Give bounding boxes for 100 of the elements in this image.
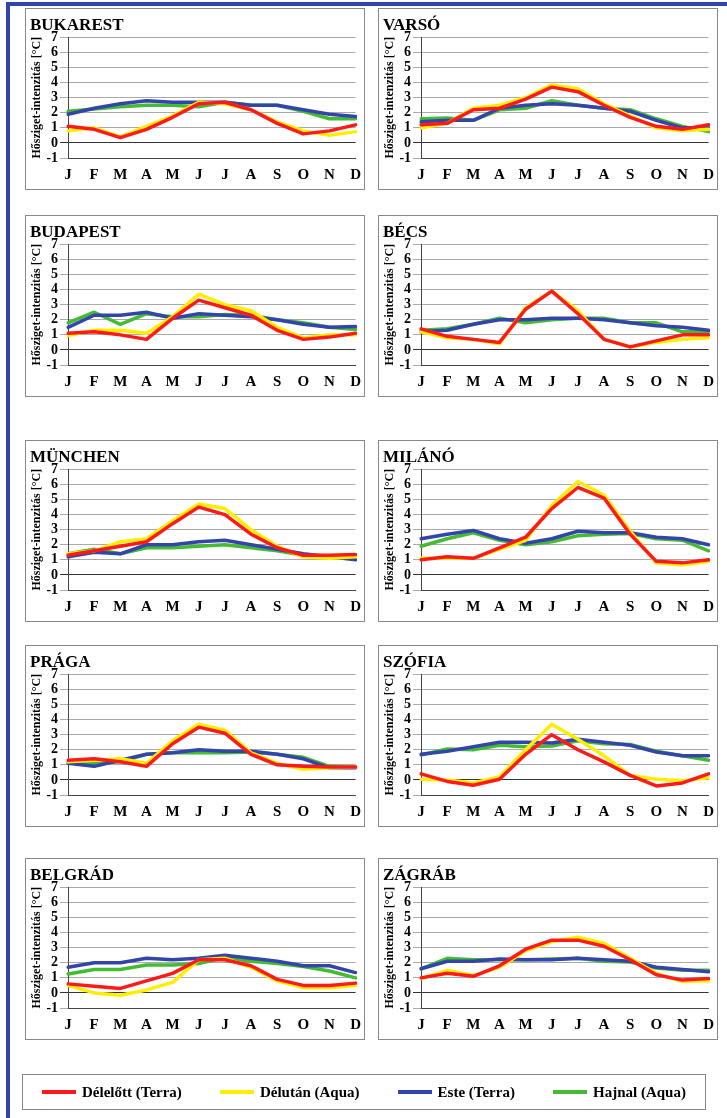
y-tick-label: 0 (404, 134, 412, 150)
y-tick-label: 4 (404, 711, 412, 727)
y-tick-label: 4 (404, 506, 412, 522)
y-tick-label: 6 (51, 251, 59, 267)
y-tick-label: 0 (404, 566, 412, 582)
x-tick-label: A (494, 597, 506, 614)
x-tick-label: J (221, 165, 230, 182)
y-tick-label: 2 (404, 536, 412, 552)
x-tick-label: J (417, 802, 426, 819)
x-tick-label: A (494, 165, 506, 182)
x-tick-label: J (64, 165, 73, 182)
y-tick-label: 4 (51, 506, 59, 522)
x-tick-label: J (221, 802, 230, 819)
y-tick-label: -1 (46, 786, 59, 802)
x-tick-label: A (141, 597, 153, 614)
x-tick-label: F (89, 165, 99, 182)
x-tick-label: S (626, 165, 635, 182)
x-tick-label: F (89, 1015, 99, 1032)
y-tick-label: 2 (51, 311, 59, 327)
y-tick-label: 6 (404, 251, 412, 267)
y-tick-label: 1 (404, 756, 412, 772)
y-tick-label: 3 (51, 296, 59, 312)
y-tick-label: 2 (404, 311, 412, 327)
y-tick-label: 5 (404, 491, 412, 507)
y-tick-label: 6 (404, 681, 412, 697)
x-tick-label: F (442, 165, 452, 182)
y-tick-label: 6 (51, 476, 59, 492)
x-tick-label: J (574, 372, 583, 389)
y-tick-label: 4 (404, 281, 412, 297)
y-tick-label: 3 (51, 726, 59, 742)
x-tick-label: S (626, 802, 635, 819)
x-tick-label: S (273, 802, 282, 819)
y-tick-label: 1 (51, 119, 59, 135)
y-axis-title: Hősziget-intenzitás [°C] (29, 886, 44, 1009)
x-tick-label: J (64, 372, 73, 389)
x-tick-label: N (324, 1015, 336, 1032)
x-tick-label: N (324, 597, 336, 614)
x-tick-label: A (598, 165, 610, 182)
x-tick-label: J (221, 597, 230, 614)
y-tick-label: 2 (51, 536, 59, 552)
x-tick-label: A (141, 372, 153, 389)
x-tick-label: A (141, 165, 153, 182)
y-tick-label: -1 (46, 149, 59, 165)
x-tick-label: J (548, 372, 556, 389)
x-tick-label: N (677, 372, 689, 389)
x-tick-label: O (650, 165, 663, 182)
y-tick-label: 3 (404, 939, 412, 955)
y-tick-label: -1 (399, 581, 412, 597)
y-tick-label: 1 (404, 551, 412, 567)
x-tick-label: F (442, 1015, 452, 1032)
y-tick-label: -1 (46, 999, 59, 1015)
x-tick-label: J (195, 597, 203, 614)
y-tick-label: 3 (51, 939, 59, 955)
x-tick-label: J (221, 372, 230, 389)
y-tick-label: 4 (51, 281, 59, 297)
x-tick-label: F (442, 597, 452, 614)
y-tick-label: 5 (51, 59, 59, 75)
y-tick-label: 2 (51, 954, 59, 970)
y-tick-label: 6 (404, 476, 412, 492)
x-tick-label: O (297, 597, 310, 614)
y-tick-label: 0 (51, 341, 59, 357)
x-tick-label: F (89, 597, 99, 614)
x-tick-label: J (574, 165, 583, 182)
x-tick-label: O (650, 597, 663, 614)
x-tick-label: D (703, 1015, 715, 1032)
x-tick-label: J (64, 1015, 73, 1032)
x-tick-label: D (703, 802, 715, 819)
x-tick-label: M (466, 1015, 481, 1032)
x-tick-label: D (350, 802, 362, 819)
x-tick-label: F (89, 802, 99, 819)
x-tick-label: S (273, 372, 282, 389)
x-tick-label: S (626, 597, 635, 614)
x-tick-label: M (113, 597, 128, 614)
x-tick-label: D (350, 165, 362, 182)
y-tick-label: -1 (46, 581, 59, 597)
y-tick-label: 4 (404, 924, 412, 940)
y-tick-label: 1 (51, 326, 59, 342)
x-tick-label: O (650, 802, 663, 819)
x-tick-label: M (113, 165, 128, 182)
x-tick-label: J (417, 372, 426, 389)
x-tick-label: J (548, 165, 556, 182)
x-tick-label: J (64, 597, 73, 614)
x-tick-label: M (165, 802, 180, 819)
legend-label: Este (Terra) (437, 1083, 515, 1101)
x-tick-label: O (650, 372, 663, 389)
y-tick-label: 0 (51, 134, 59, 150)
y-tick-label: 1 (404, 969, 412, 985)
legend-label: Délelőtt (Terra) (82, 1083, 182, 1101)
x-tick-label: A (245, 1015, 257, 1032)
x-tick-label: M (518, 165, 533, 182)
legend-label: Hajnal (Aqua) (593, 1083, 686, 1101)
x-tick-label: O (297, 1015, 310, 1032)
y-tick-label: 5 (51, 696, 59, 712)
y-tick-label: -1 (46, 356, 59, 372)
y-tick-label: 6 (51, 894, 59, 910)
y-tick-label: 1 (51, 969, 59, 985)
y-tick-label: 3 (404, 89, 412, 105)
y-tick-label: -1 (399, 999, 412, 1015)
x-tick-label: D (703, 372, 715, 389)
x-tick-label: A (494, 372, 506, 389)
